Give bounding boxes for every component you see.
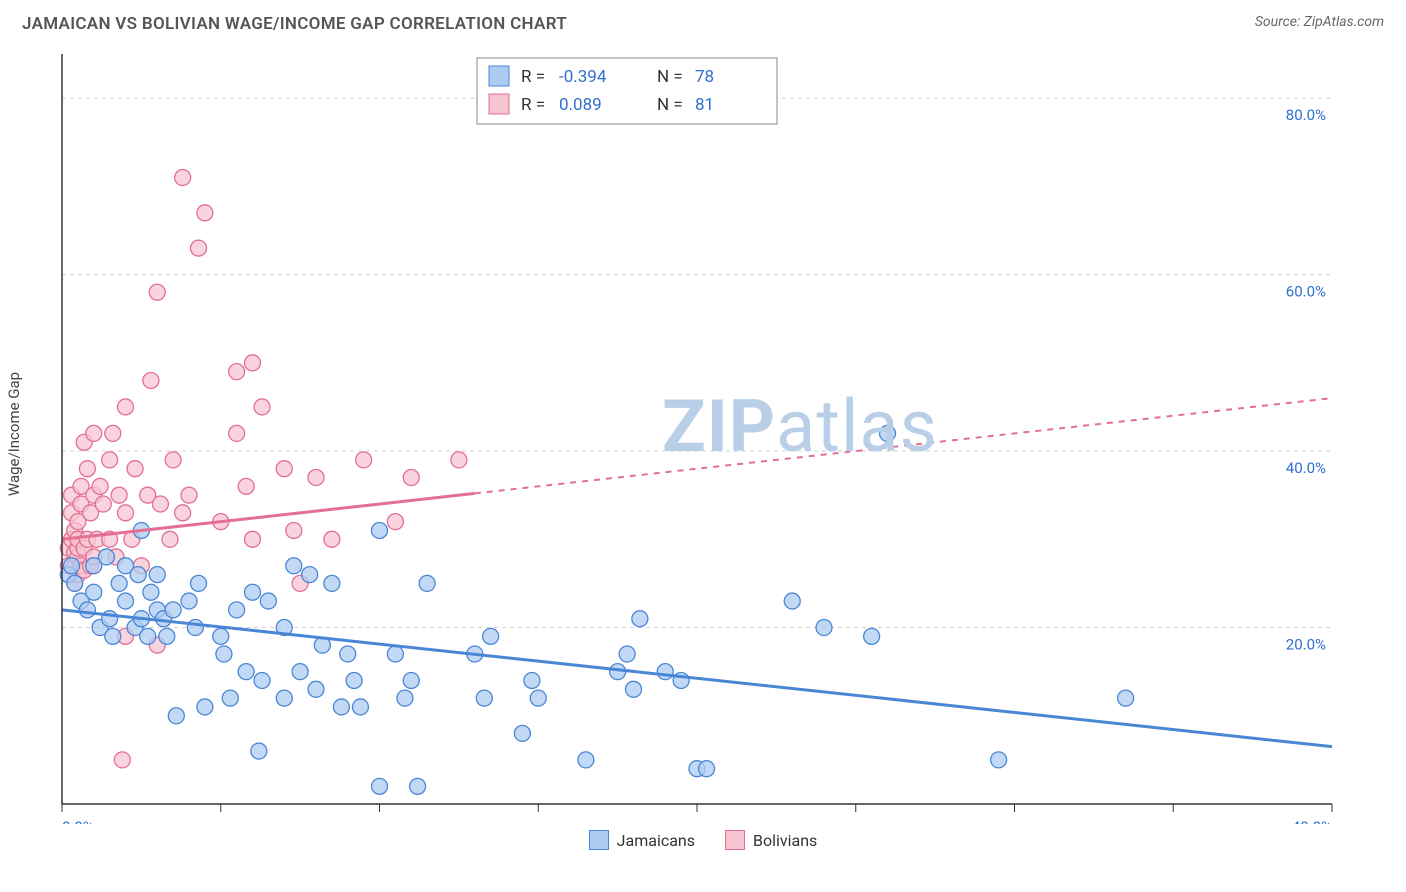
svg-text:R =: R = xyxy=(521,95,545,115)
svg-text:40.0%: 40.0% xyxy=(1286,459,1326,477)
bottom-legend: Jamaicans Bolivians xyxy=(0,830,1406,850)
chart-header: JAMAICAN VS BOLIVIAN WAGE/INCOME GAP COR… xyxy=(0,0,1406,44)
svg-text:80.0%: 80.0% xyxy=(1286,106,1326,124)
legend-item-bolivians: Bolivians xyxy=(725,830,817,850)
svg-text:81: 81 xyxy=(695,95,714,115)
y-axis-label: Wage/Income Gap xyxy=(5,372,23,496)
svg-text:N =: N = xyxy=(657,95,683,115)
svg-text:R =: R = xyxy=(521,67,545,87)
chart-container: Wage/Income Gap 20.0%40.0%60.0%80.0%0.0%… xyxy=(22,44,1384,824)
svg-text:60.0%: 60.0% xyxy=(1286,283,1326,301)
legend-label-jamaicans: Jamaicans xyxy=(617,831,695,850)
swatch-bolivians xyxy=(725,830,745,850)
svg-text:20.0%: 20.0% xyxy=(1286,636,1326,654)
scatter-chart: 20.0% 40.0% 60.0% 80.0% 0.0% 40.0% R = -0.394 N … xyxy=(22,44,1352,824)
svg-text:78: 78 xyxy=(695,67,714,87)
svg-text:N =: N = xyxy=(657,67,683,87)
legend-item-jamaicans: Jamaicans xyxy=(589,830,695,850)
svg-text:0.0%: 0.0% xyxy=(62,818,94,824)
source-label: Source: ZipAtlas.com xyxy=(1255,14,1384,30)
legend-label-bolivians: Bolivians xyxy=(753,831,817,850)
svg-text:0.089: 0.089 xyxy=(559,95,602,115)
svg-text:-0.394: -0.394 xyxy=(559,67,607,87)
svg-text:40.0%: 40.0% xyxy=(1292,818,1332,824)
chart-title: JAMAICAN VS BOLIVIAN WAGE/INCOME GAP COR… xyxy=(22,14,567,34)
swatch-jamaicans xyxy=(589,830,609,850)
